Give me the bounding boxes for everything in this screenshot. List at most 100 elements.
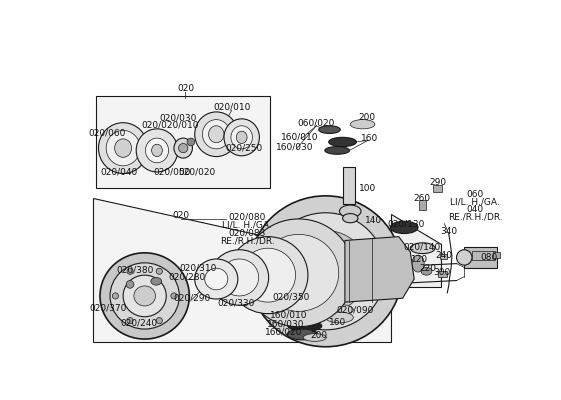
Ellipse shape	[265, 213, 386, 330]
Bar	[433, 185, 442, 192]
Ellipse shape	[210, 250, 269, 305]
Ellipse shape	[304, 334, 327, 341]
Text: 020/083: 020/083	[228, 228, 266, 237]
Text: 020: 020	[172, 211, 190, 220]
Text: 260: 260	[413, 194, 430, 204]
Ellipse shape	[293, 310, 324, 321]
Ellipse shape	[156, 318, 162, 324]
Text: 160: 160	[361, 134, 378, 143]
Ellipse shape	[145, 138, 168, 163]
Ellipse shape	[114, 139, 132, 157]
Text: 160: 160	[329, 318, 346, 327]
Text: 020/130: 020/130	[387, 219, 424, 228]
Ellipse shape	[151, 144, 162, 156]
Ellipse shape	[178, 144, 188, 153]
Ellipse shape	[283, 230, 368, 312]
Text: 020/020: 020/020	[178, 168, 215, 176]
Text: 160/020: 160/020	[265, 328, 303, 337]
Text: 020/140: 020/140	[403, 242, 440, 251]
Text: 020/240: 020/240	[121, 318, 158, 327]
Bar	[440, 254, 447, 259]
Text: 060/020: 060/020	[298, 118, 335, 127]
Text: 020/290: 020/290	[173, 294, 210, 303]
Ellipse shape	[350, 120, 375, 129]
Text: 120: 120	[411, 255, 428, 264]
Ellipse shape	[249, 196, 403, 347]
Ellipse shape	[240, 248, 296, 302]
Ellipse shape	[195, 112, 238, 156]
Ellipse shape	[203, 120, 230, 149]
Text: LI/L. H./GA.: LI/L. H./GA.	[222, 221, 272, 230]
Ellipse shape	[228, 237, 308, 314]
Ellipse shape	[100, 253, 189, 339]
Ellipse shape	[343, 214, 358, 223]
Ellipse shape	[325, 312, 353, 323]
Ellipse shape	[339, 205, 361, 218]
Polygon shape	[345, 237, 414, 302]
Ellipse shape	[127, 318, 133, 324]
Ellipse shape	[325, 146, 350, 154]
Bar	[472, 250, 495, 260]
Ellipse shape	[410, 243, 435, 254]
Ellipse shape	[123, 275, 166, 317]
Text: 040: 040	[466, 205, 484, 214]
Ellipse shape	[151, 278, 162, 285]
Ellipse shape	[195, 259, 238, 299]
Text: 020/090: 020/090	[336, 305, 374, 314]
Ellipse shape	[421, 268, 432, 275]
Text: RE./R.H./DR.: RE./R.H./DR.	[220, 236, 274, 245]
Ellipse shape	[457, 250, 472, 265]
Polygon shape	[391, 214, 441, 287]
Text: 100: 100	[358, 184, 376, 194]
Text: 140: 140	[365, 216, 382, 225]
Text: 020/250: 020/250	[226, 144, 263, 153]
Text: 340: 340	[440, 227, 457, 236]
Text: 300: 300	[433, 268, 450, 277]
Text: 160/030: 160/030	[276, 143, 314, 152]
Text: 220: 220	[420, 264, 436, 273]
Text: 020/020/010: 020/020/010	[141, 120, 199, 130]
Text: 020/350: 020/350	[272, 292, 310, 301]
Bar	[343, 167, 355, 204]
Text: 020/050: 020/050	[154, 168, 191, 176]
Text: 060: 060	[466, 190, 484, 199]
Text: 160/010: 160/010	[270, 311, 307, 320]
Text: 020: 020	[177, 84, 194, 92]
Ellipse shape	[243, 219, 354, 327]
Ellipse shape	[156, 268, 162, 274]
Text: 200: 200	[358, 113, 376, 122]
Text: 020/380: 020/380	[117, 265, 154, 274]
Text: 020/060: 020/060	[88, 128, 126, 137]
Bar	[438, 271, 447, 277]
Text: RE./R.H./DR.: RE./R.H./DR.	[448, 213, 502, 222]
Ellipse shape	[126, 280, 134, 288]
Ellipse shape	[231, 126, 252, 149]
Bar	[494, 252, 500, 258]
Ellipse shape	[390, 221, 418, 234]
Text: 290: 290	[430, 178, 447, 187]
Text: 020/010: 020/010	[213, 103, 250, 112]
Ellipse shape	[319, 126, 341, 134]
Ellipse shape	[287, 329, 318, 340]
Text: 020/080: 020/080	[228, 213, 266, 222]
Ellipse shape	[412, 255, 424, 272]
Text: 240: 240	[436, 252, 453, 260]
Ellipse shape	[174, 138, 192, 158]
Bar	[464, 247, 496, 268]
Ellipse shape	[110, 263, 180, 329]
Ellipse shape	[209, 126, 224, 143]
Text: 020/310: 020/310	[179, 264, 217, 273]
Text: 200: 200	[310, 331, 327, 340]
Ellipse shape	[112, 293, 118, 299]
Ellipse shape	[171, 293, 177, 299]
Ellipse shape	[99, 123, 148, 174]
Ellipse shape	[224, 119, 259, 156]
Ellipse shape	[205, 268, 228, 290]
Text: 160/030: 160/030	[267, 319, 304, 328]
Ellipse shape	[127, 268, 133, 274]
Ellipse shape	[106, 130, 140, 166]
Ellipse shape	[288, 320, 322, 331]
Text: 080: 080	[480, 253, 498, 262]
Text: 020/040: 020/040	[100, 168, 138, 176]
Ellipse shape	[187, 138, 195, 146]
